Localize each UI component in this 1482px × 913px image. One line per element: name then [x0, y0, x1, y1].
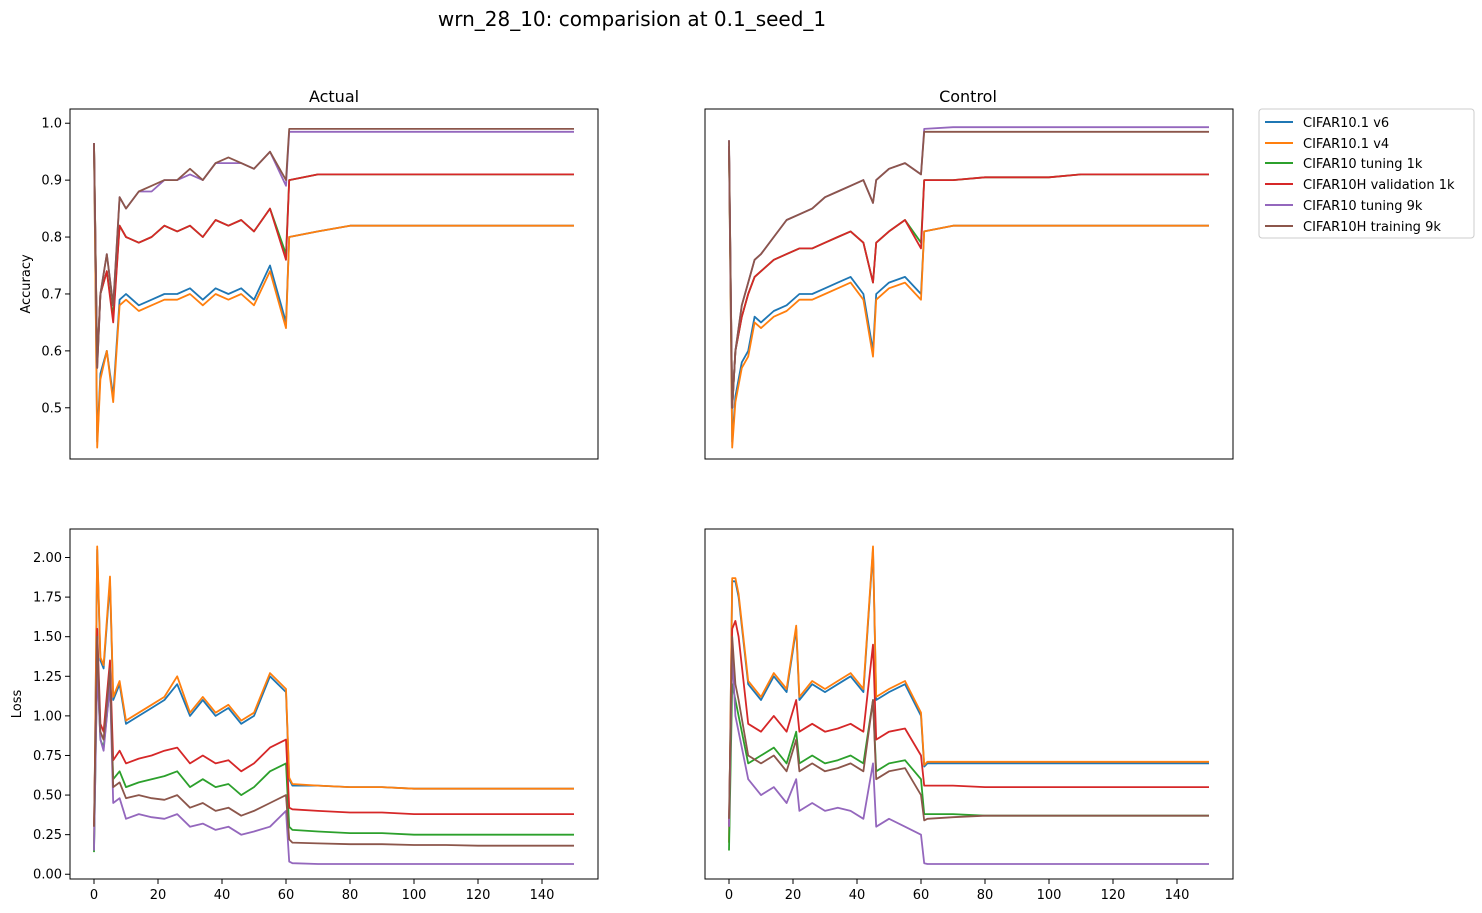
x-tick-label: 120 [466, 888, 491, 903]
y-axis-label-accuracy: Accuracy [19, 254, 34, 314]
legend-label-cifar10h-training-9k: CIFAR10H training 9k [1303, 220, 1441, 235]
y-tick-label: 1.75 [33, 591, 62, 606]
panel-title-control: Control [939, 87, 997, 106]
panel-actual-loss: Loss 0.00 0.25 0.50 0.75 1.00 1.25 1.50 1.75 2.0… [10, 528, 599, 903]
axes-frame [69, 528, 599, 880]
y-tick-label: 0.9 [41, 174, 62, 189]
series-line-cifar10h-training-9k [93, 128, 574, 369]
y-tick-label: 1.25 [33, 670, 62, 685]
x-tick-label: 80 [342, 888, 359, 903]
y-tick-label: 0.7 [41, 287, 62, 302]
series-line-cifar10-tuning-9k [93, 667, 574, 865]
panel-actual-accuracy: Actual Accuracy 0.5 0.6 0.7 0.8 0.9 1.0 [19, 87, 599, 460]
legend-frame [1258, 108, 1475, 239]
legend-label-cifar10-1-v6: CIFAR10.1 v6 [1303, 116, 1389, 131]
y-tick-label: 0.75 [33, 749, 62, 764]
y-axis-label-loss: Loss [10, 690, 25, 719]
series-line-cifar10h-training-9k [93, 635, 574, 847]
series-line-cifar10-1-v4 [93, 143, 574, 449]
y-tick-label: 0.8 [41, 231, 62, 246]
legend-label-cifar10-tuning-1k: CIFAR10 tuning 1k [1303, 157, 1423, 172]
x-tick-label: 80 [977, 888, 994, 903]
series-line-cifar10h-validation-1k [728, 620, 1209, 827]
series-line-cifar10-1-v4 [93, 545, 574, 851]
x-tick-label: 100 [402, 888, 427, 903]
x-tick-label: 20 [785, 888, 802, 903]
y-tick-label: 1.00 [33, 709, 62, 724]
series-line-cifar10h-training-9k [728, 130, 1209, 409]
x-tick-label: 60 [913, 888, 930, 903]
axes-frame [704, 528, 1234, 880]
x-tick-label: 100 [1037, 888, 1062, 903]
x-tick-label: 40 [214, 888, 231, 903]
y-tick-label: 2.00 [33, 551, 62, 566]
y-tick-label: 0.50 [33, 789, 62, 804]
x-tick-label: 0 [725, 888, 733, 903]
x-tick-label: 60 [278, 888, 295, 903]
axes-frame [69, 108, 599, 460]
series-line-cifar10h-training-9k [728, 635, 1209, 822]
y-tick-label: 0.25 [33, 828, 62, 843]
legend-label-cifar10h-validation-1k: CIFAR10H validation 1k [1303, 178, 1455, 193]
x-tick-label: 120 [1101, 888, 1126, 903]
y-tick-label: 0.5 [41, 401, 62, 416]
series-line-cifar10-tuning-9k [728, 651, 1209, 865]
y-tick-label: 1.50 [33, 630, 62, 645]
series-line-cifar10h-validation-1k [728, 145, 1209, 409]
axes-frame [704, 108, 1234, 460]
x-tick-label: 140 [1165, 888, 1190, 903]
series-line-cifar10-1-v4 [728, 145, 1209, 449]
panel-control-accuracy: Control [704, 87, 1234, 460]
y-tick-label: 0.00 [33, 868, 62, 883]
legend-label-cifar10-1-v4: CIFAR10.1 v4 [1303, 137, 1389, 152]
x-tick-label: 20 [150, 888, 167, 903]
panel-title-actual: Actual [309, 87, 359, 106]
x-tick-label: 40 [849, 888, 866, 903]
series-line-cifar10h-validation-1k [93, 143, 574, 364]
legend-label-cifar10-tuning-9k: CIFAR10 tuning 9k [1303, 199, 1423, 214]
figure-title: wrn_28_10: comparision at 0.1_seed_1 [438, 7, 826, 31]
panel-control-loss: 0 20 40 60 80 100 120 140 [704, 528, 1234, 903]
series-line-cifar10-1-v4 [728, 545, 1209, 843]
x-tick-label: 140 [530, 888, 555, 903]
y-tick-label: 0.6 [41, 344, 62, 359]
legend: CIFAR10.1 v6 CIFAR10.1 v4 CIFAR10 tuning… [1258, 108, 1475, 239]
x-tick-label: 0 [90, 888, 98, 903]
y-tick-label: 1.0 [41, 117, 62, 132]
